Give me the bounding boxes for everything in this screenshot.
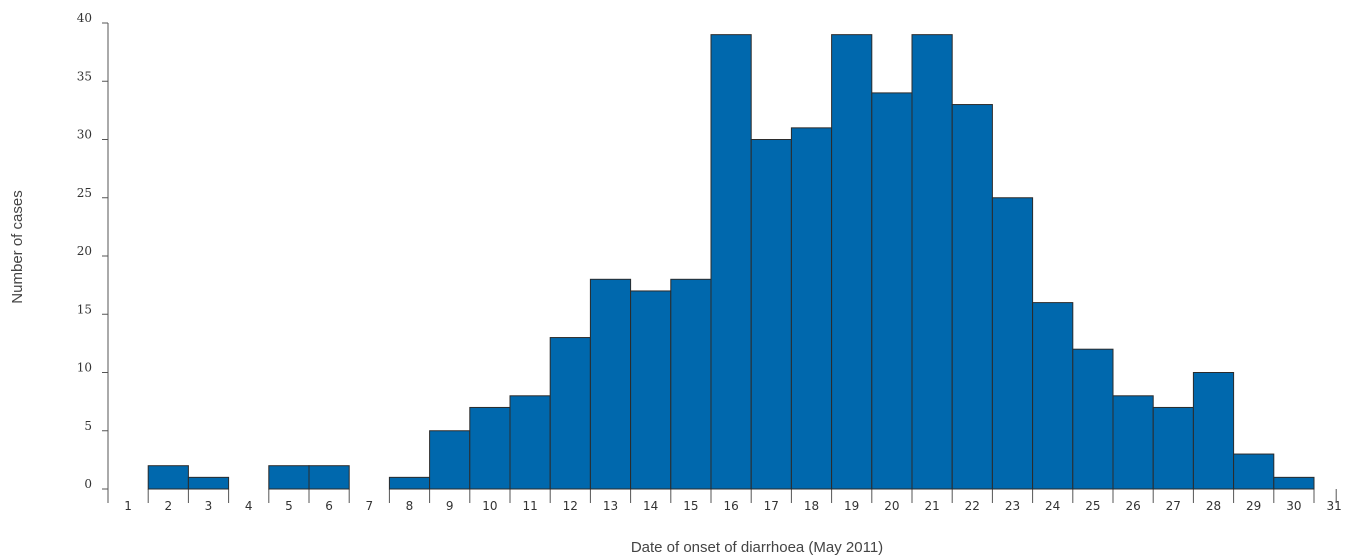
- x-tick-label: 28: [1206, 499, 1221, 513]
- y-axis: 0 5 10 15 20 25 30 35 40: [77, 11, 109, 491]
- bar-day-27: [1152, 406, 1194, 490]
- y-tick-label: 30: [77, 128, 92, 142]
- bar-day-13: [589, 278, 632, 490]
- x-tick-label: 22: [965, 499, 980, 513]
- bar-day-10: [469, 406, 511, 490]
- bar-day-30: [1273, 476, 1315, 490]
- x-tick-label: 11: [522, 499, 537, 513]
- bar-day-9: [429, 430, 471, 490]
- bar-day-25: [1072, 348, 1114, 490]
- x-tick-label: 6: [325, 499, 333, 513]
- x-tick-label: 13: [603, 499, 618, 513]
- y-tick-label: 40: [77, 11, 92, 25]
- x-tick-label: 17: [764, 499, 779, 513]
- x-tick-label: 18: [804, 499, 819, 513]
- x-tick-label: 8: [406, 499, 414, 513]
- y-tick-label: 20: [77, 244, 92, 258]
- x-tick-label: 29: [1246, 499, 1261, 513]
- x-tick-label: 27: [1166, 499, 1181, 513]
- bar-day-16: [710, 34, 752, 490]
- x-axis: 1 2 3 4 5 6 7 8 9 10 11 12 13 14 15 16 17 18 19 20 21 22 23 24 2…: [107, 489, 1342, 513]
- x-axis-title: Date of onset of diarrhoea (May 2011): [631, 539, 883, 556]
- bar-day-18: [790, 127, 833, 490]
- x-tick-label: 19: [844, 499, 859, 513]
- bar-day-14: [630, 290, 672, 490]
- x-tick-label: 15: [683, 499, 698, 513]
- bar-day-3: [187, 476, 230, 490]
- bar-day-29: [1233, 453, 1275, 490]
- bar-day-11: [509, 395, 551, 490]
- x-tick-label: 12: [563, 499, 578, 513]
- bar-day-23: [991, 197, 1034, 490]
- bar-day-20: [871, 92, 913, 490]
- bars: [147, 34, 1315, 490]
- bar-day-6: [308, 465, 350, 490]
- x-tick-label: 21: [924, 499, 939, 513]
- bar-day-22: [951, 104, 993, 490]
- y-tick-label: 15: [77, 302, 92, 316]
- bar-day-19: [831, 34, 873, 490]
- bar-day-17: [750, 139, 792, 490]
- bar-day-28: [1192, 372, 1235, 490]
- bar-day-21: [911, 34, 953, 490]
- x-tick-label: 9: [446, 499, 454, 513]
- bar-day-8: [388, 476, 431, 490]
- x-tick-label: 24: [1045, 499, 1060, 513]
- x-tick-label: 5: [285, 499, 293, 513]
- y-tick-label: 35: [77, 69, 92, 83]
- x-tick-label: 2: [164, 499, 172, 513]
- y-tick-label: 5: [84, 419, 92, 433]
- y-tick-label: 25: [77, 186, 92, 200]
- y-axis-title: Number of cases: [9, 190, 26, 303]
- y-tick-label: 0: [84, 477, 92, 491]
- x-tick-label: 30: [1286, 499, 1301, 513]
- x-tick-label: 26: [1125, 499, 1140, 513]
- bar-day-2: [147, 465, 189, 490]
- x-tick-label: 16: [723, 499, 738, 513]
- x-tick-label: 25: [1085, 499, 1100, 513]
- x-tick-label: 7: [365, 499, 373, 513]
- x-tick-label: 3: [205, 499, 213, 513]
- x-tick-label: 23: [1005, 499, 1020, 513]
- bar-day-26: [1112, 395, 1154, 490]
- bar-day-24: [1032, 302, 1074, 490]
- x-tick-label: 4: [245, 499, 253, 513]
- x-tick-label: 20: [884, 499, 899, 513]
- x-tick-label: 14: [643, 499, 658, 513]
- y-tick-label: 10: [77, 361, 92, 375]
- bar-day-12: [549, 337, 591, 490]
- bar-day-15: [670, 278, 712, 490]
- x-tick-label: 31: [1326, 499, 1341, 513]
- x-tick-label: 1: [124, 499, 132, 513]
- bar-day-5: [268, 465, 310, 490]
- x-tick-label: 10: [482, 499, 497, 513]
